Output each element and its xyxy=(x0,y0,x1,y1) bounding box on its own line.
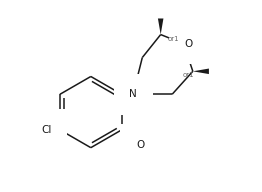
Text: or1: or1 xyxy=(182,72,194,78)
Text: Cl: Cl xyxy=(41,125,52,135)
Text: N: N xyxy=(129,89,137,99)
Text: or1: or1 xyxy=(167,36,179,42)
Text: O: O xyxy=(184,39,193,49)
Polygon shape xyxy=(158,18,163,35)
Polygon shape xyxy=(193,69,209,74)
Text: O: O xyxy=(136,140,144,150)
